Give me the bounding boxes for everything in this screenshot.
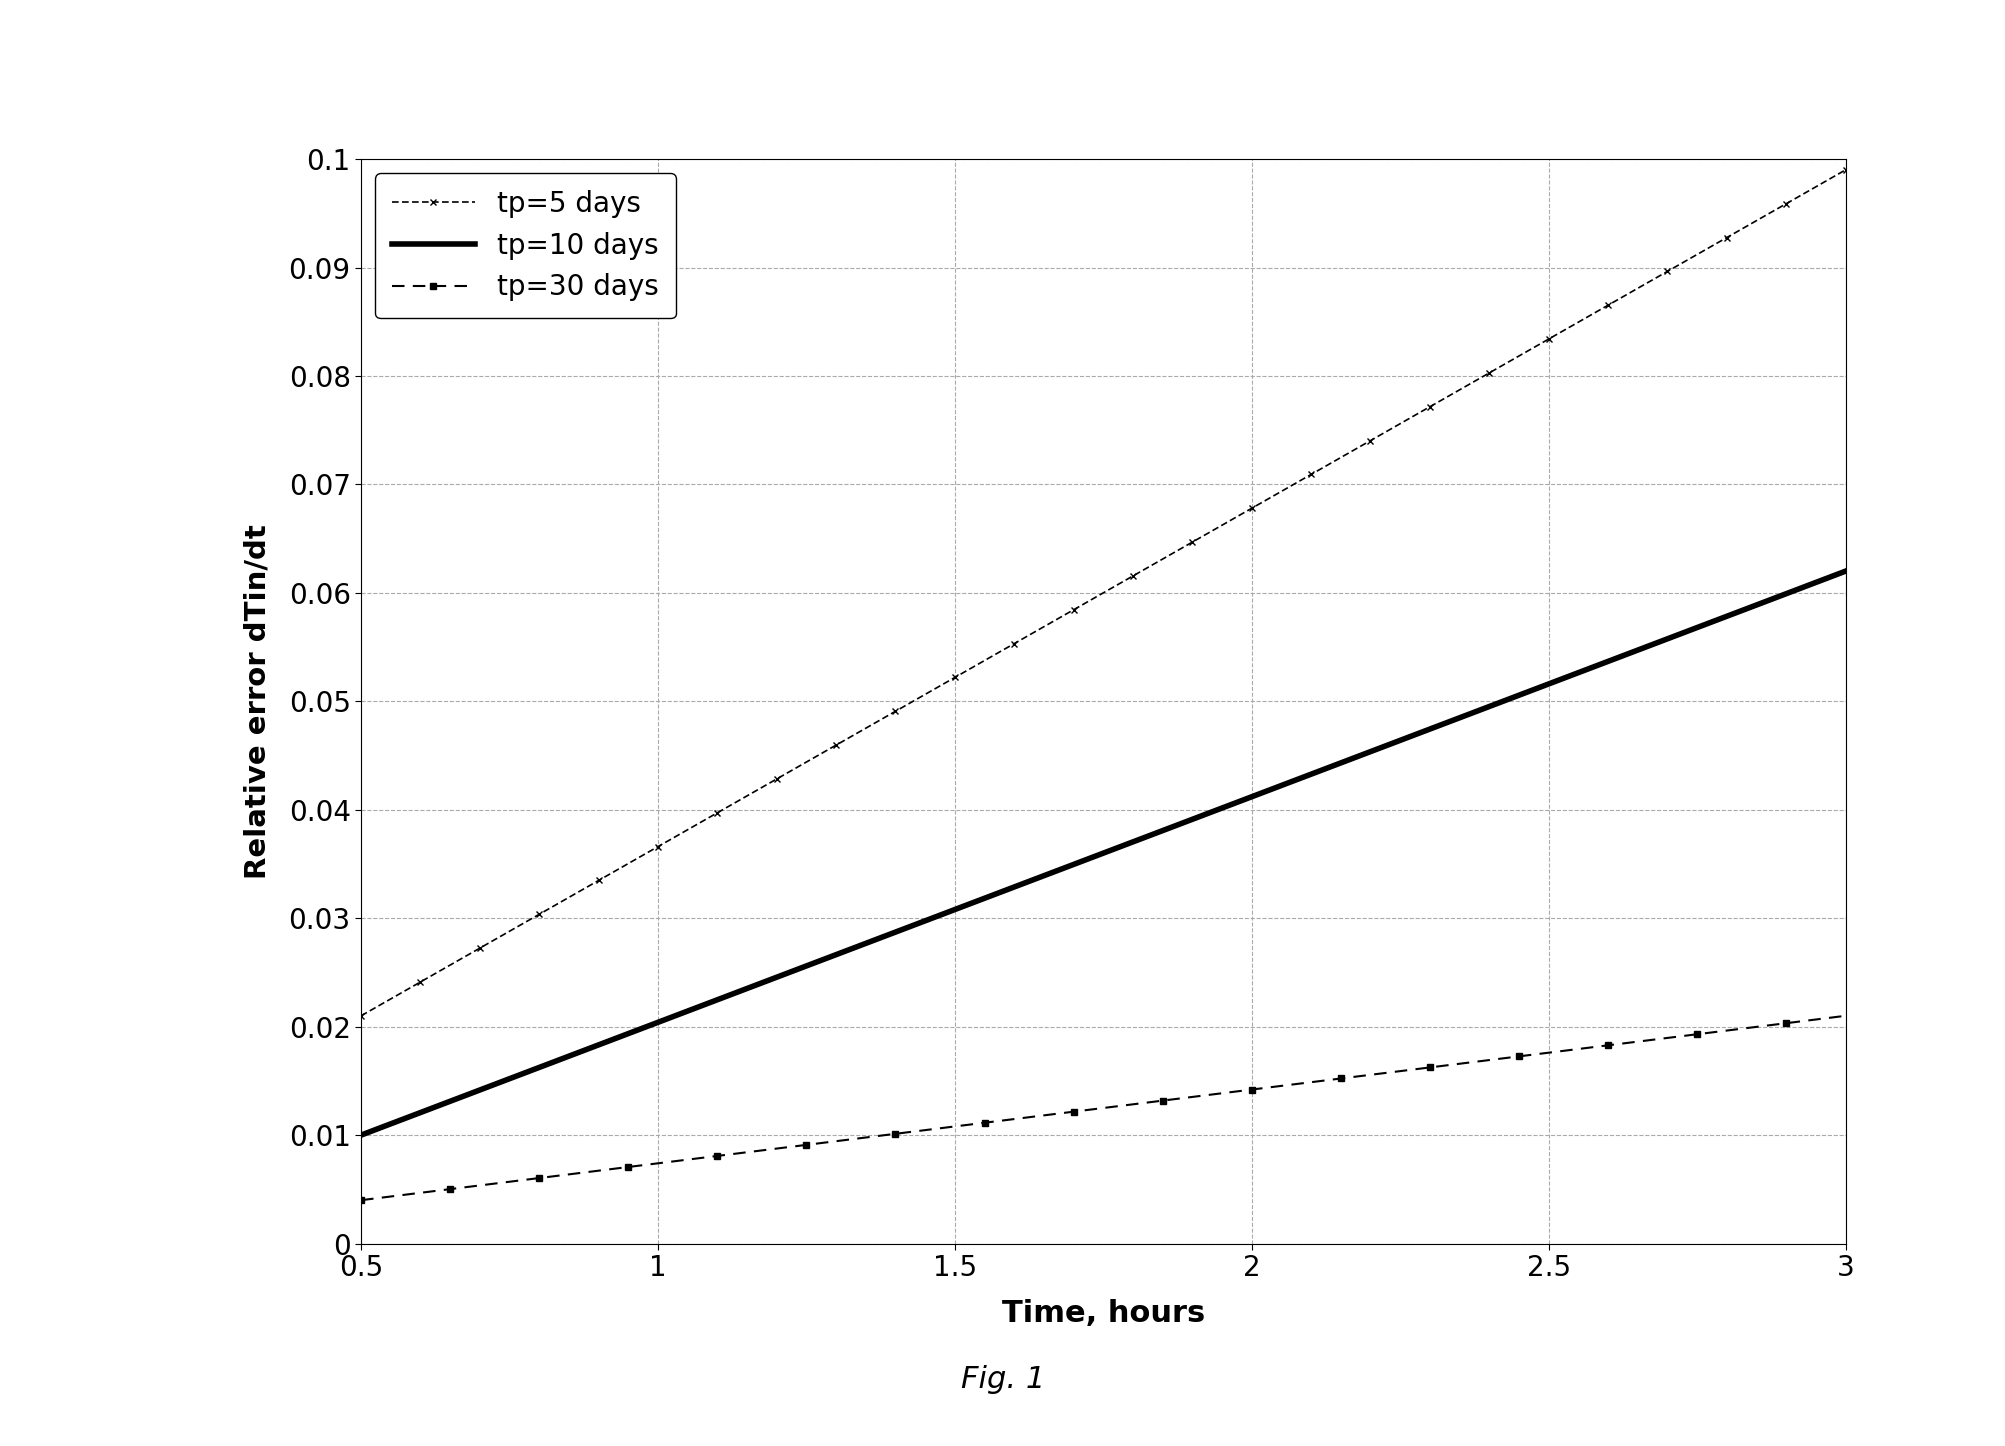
tp=5 days xyxy=(794,753,818,771)
tp=5 days xyxy=(676,821,700,839)
tp=30 days xyxy=(794,1137,818,1154)
tp=30 days xyxy=(349,1192,373,1209)
tp=5 days xyxy=(1327,448,1351,466)
X-axis label: Time, hours: Time, hours xyxy=(1000,1299,1205,1327)
Text: Fig. 1: Fig. 1 xyxy=(960,1365,1045,1394)
tp=5 days xyxy=(824,736,848,753)
tp=30 days xyxy=(1833,1006,1857,1024)
tp=5 days xyxy=(1802,178,1827,195)
tp=5 days xyxy=(349,1006,373,1024)
tp=5 days xyxy=(1833,161,1857,178)
Legend: tp=5 days, tp=10 days, tp=30 days: tp=5 days, tp=10 days, tp=30 days xyxy=(375,174,676,318)
tp=5 days xyxy=(1418,398,1442,415)
Line: tp=5 days: tp=5 days xyxy=(357,166,1849,1019)
Y-axis label: Relative error dTin/dt: Relative error dTin/dt xyxy=(245,523,273,879)
Line: tp=30 days: tp=30 days xyxy=(357,1012,1849,1203)
tp=30 days xyxy=(1802,1011,1827,1028)
tp=30 days xyxy=(1418,1058,1442,1076)
tp=30 days xyxy=(676,1151,700,1168)
tp=30 days xyxy=(1327,1070,1351,1087)
tp=30 days xyxy=(824,1132,848,1150)
